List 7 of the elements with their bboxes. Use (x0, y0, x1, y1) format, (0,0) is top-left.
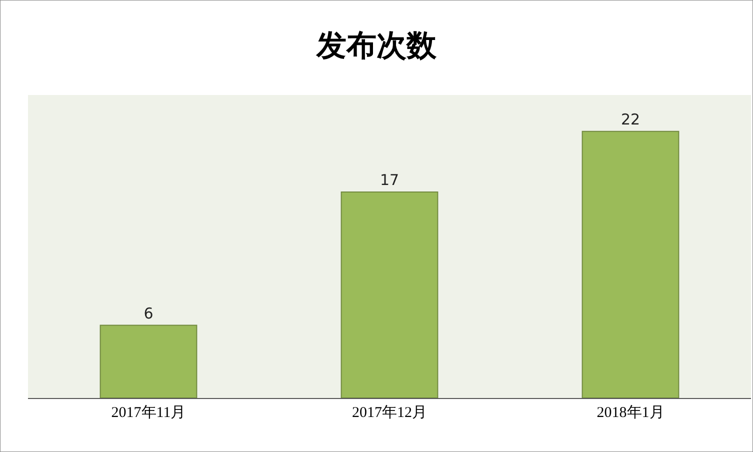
x-tick-label: 2017年12月 (352, 404, 427, 421)
chart-title: 发布次数 (316, 28, 438, 64)
data-label: 22 (620, 110, 640, 128)
x-tick-label: 2018年1月 (596, 404, 664, 421)
x-tick-label: 2017年11月 (111, 404, 186, 421)
data-label: 17 (380, 170, 400, 189)
data-label: 6 (144, 304, 154, 322)
